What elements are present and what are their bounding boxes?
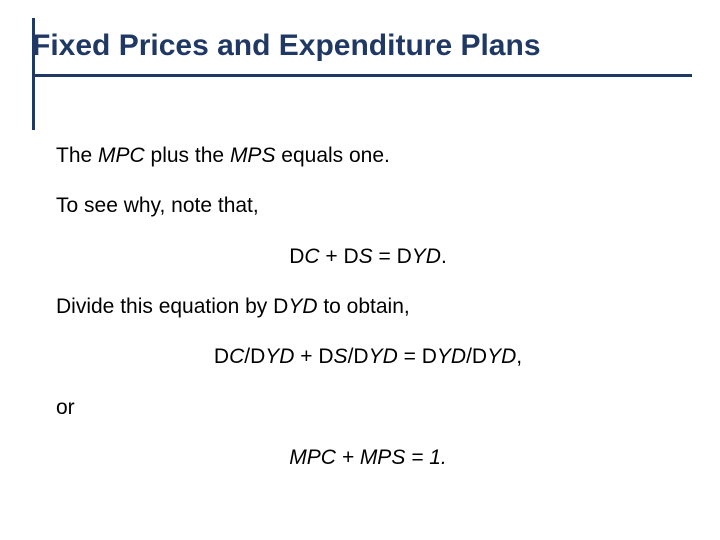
eq1-yd: YD [412, 245, 441, 268]
eq1-s: S [359, 245, 373, 268]
p1-mpc: MPC [98, 144, 145, 167]
eq1-plus: + [320, 245, 344, 268]
delta-icon: D [343, 245, 358, 268]
delta-icon: D [422, 345, 437, 368]
delta-icon: D [353, 345, 368, 368]
p1-text-c: plus the [145, 144, 230, 167]
delta-icon: D [273, 295, 288, 318]
delta-icon: D [289, 245, 304, 268]
equation-3: MPC + MPS = 1. [56, 444, 680, 472]
eq2-c: C [229, 345, 244, 368]
eq2-plus: + [294, 345, 318, 368]
eq2-comma: , [516, 345, 522, 368]
eq2-yd-4: YD [487, 345, 516, 368]
p3-yd: YD [288, 295, 317, 318]
eq1-eq: = [373, 245, 397, 268]
delta-icon: D [214, 345, 229, 368]
eq2-eq: = [398, 345, 422, 368]
eq2-s: S [334, 345, 348, 368]
eq1-dot: . [441, 245, 447, 268]
title-area: Fixed Prices and Expenditure Plans [0, 0, 720, 72]
para-2: To see why, note that, [56, 192, 680, 220]
p3-text-a: Divide this equation by [56, 295, 273, 318]
para-3: Divide this equation by DYD to obtain, [56, 293, 680, 321]
para-4: or [56, 394, 680, 422]
equation-1: DC + DS = DYD. [56, 243, 680, 271]
eq2-yd-3: YD [437, 345, 466, 368]
eq1-c: C [304, 245, 319, 268]
delta-icon: D [397, 245, 412, 268]
delta-icon: D [318, 345, 333, 368]
slide-title: Fixed Prices and Expenditure Plans [32, 28, 700, 64]
p1-text-e: equals one. [275, 144, 389, 167]
delta-icon: D [472, 345, 487, 368]
p3-text-c: to obtain, [318, 295, 410, 318]
p1-mps: MPS [230, 144, 276, 167]
para-1: The MPC plus the MPS equals one. [56, 142, 680, 170]
eq2-yd-1: YD [265, 345, 294, 368]
title-rule-horizontal [32, 74, 692, 77]
delta-icon: D [250, 345, 265, 368]
body-area: The MPC plus the MPS equals one. To see … [0, 72, 720, 472]
eq2-yd-2: YD [369, 345, 398, 368]
slide: Fixed Prices and Expenditure Plans The M… [0, 0, 720, 540]
equation-2: DC/DYD + DS/DYD = DYD/DYD, [56, 343, 680, 371]
p1-text-a: The [56, 144, 98, 167]
